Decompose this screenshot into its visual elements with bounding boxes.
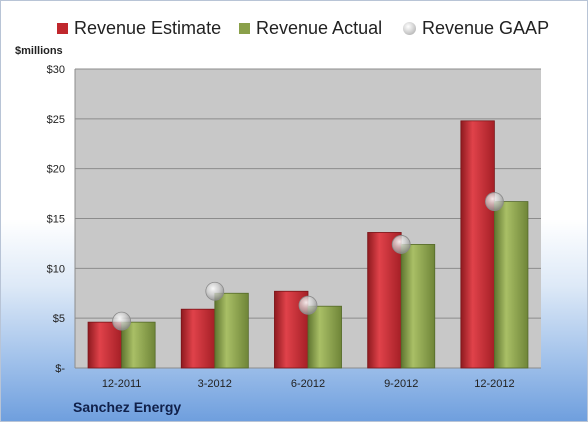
legend-label-estimate: Revenue Estimate: [74, 18, 222, 38]
x-tick-label-3: 9-2012: [384, 378, 418, 390]
legend-label-gaap: Revenue GAAP: [422, 18, 550, 38]
legend: Revenue Estimate Revenue Actual Revenue …: [1, 18, 588, 42]
y-axis-unit-label: $millions: [15, 45, 63, 57]
bar-estimate-1: [180, 308, 216, 369]
bar-estimate-3: [367, 232, 402, 369]
bar-actual-4: [493, 201, 529, 369]
y-tick-label-2: $10: [47, 263, 65, 275]
legend-item-actual: Revenue Actual: [239, 18, 382, 39]
legend-swatch-estimate: [57, 23, 68, 34]
bar-actual-3: [400, 244, 436, 369]
legend-item-estimate: Revenue Estimate: [57, 18, 221, 39]
y-tick-label-5: $25: [47, 114, 65, 126]
bar-estimate-2: [274, 290, 309, 369]
x-tick-label-2: 6-2012: [291, 378, 325, 390]
legend-item-gaap: Revenue GAAP: [403, 18, 549, 39]
bar-actual-1: [214, 292, 249, 369]
y-tick-label-0: $-: [55, 363, 65, 375]
point-gaap-2: [298, 295, 318, 315]
company-name: Sanchez Energy: [73, 399, 182, 415]
x-tick-label-1: 3-2012: [198, 378, 232, 390]
x-tick-label-4: 12-2012: [474, 378, 514, 390]
y-tick-label-4: $20: [47, 164, 65, 176]
legend-label-actual: Revenue Actual: [256, 18, 383, 38]
bar-actual-0: [121, 321, 156, 369]
legend-marker-gaap: [403, 22, 416, 35]
y-tick-label-1: $5: [53, 313, 65, 325]
point-gaap-3: [391, 235, 411, 254]
x-tick-label-0: 12-2011: [102, 378, 142, 390]
point-gaap-0: [112, 311, 131, 331]
point-gaap-4: [484, 192, 504, 211]
legend-swatch-actual: [239, 23, 250, 34]
y-tick-label-3: $15: [47, 214, 65, 226]
y-tick-label-6: $30: [47, 64, 65, 76]
bar-estimate-4: [460, 120, 495, 369]
bar-actual-2: [307, 305, 342, 369]
point-gaap-1: [205, 281, 225, 301]
